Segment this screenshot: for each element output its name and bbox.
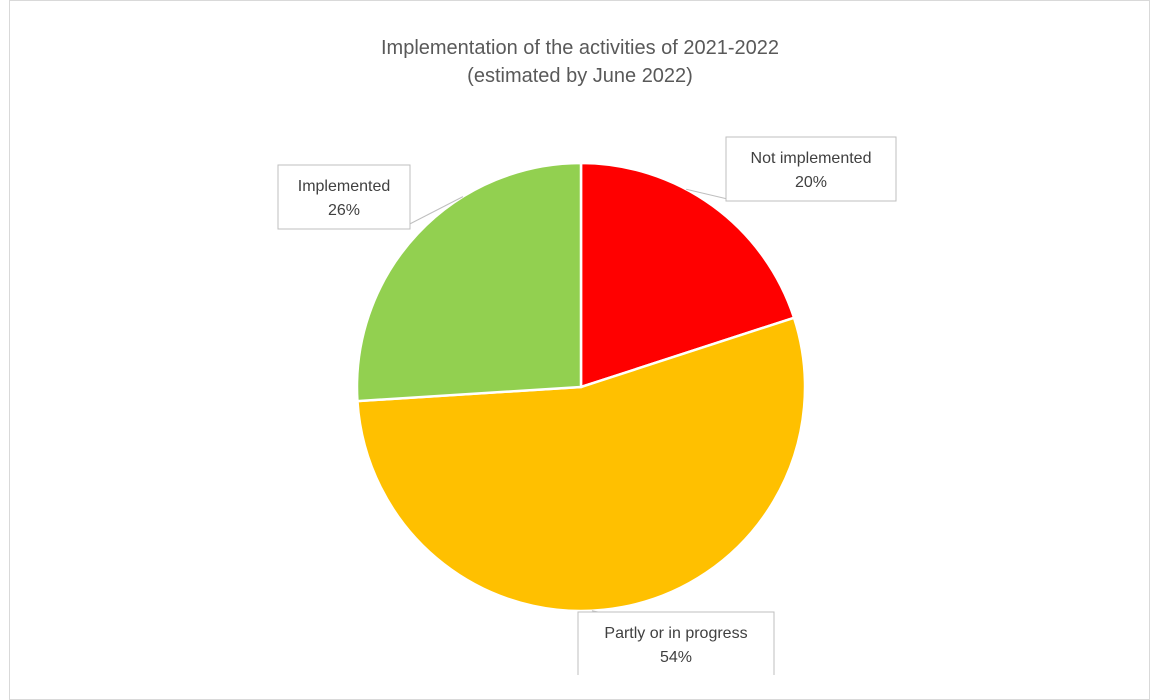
data-label-percent: 20% (795, 174, 827, 191)
data-label-callouts: Not implemented 20% Partly or in progress 5… (277, 136, 897, 675)
pie-chart: Implementation of the activities of 2021… (277, 37, 897, 675)
data-label-category: Partly or in progress (604, 625, 747, 642)
chart-title-line-1: Implementation of the activities of 2021… (381, 37, 779, 59)
data-label-box (277, 164, 411, 230)
pie-slice-partly-or-in-progress (356, 316, 807, 613)
data-label-box (725, 136, 897, 202)
data-label-percent: 26% (328, 202, 360, 219)
data-label-box (577, 611, 775, 675)
data-label-category: Implemented (298, 178, 391, 195)
data-label-category: Not implemented (751, 150, 872, 167)
pie-slice-not-implemented (579, 161, 796, 389)
chart-title-line-2: (estimated by June 2022) (467, 65, 693, 87)
pie-slice-implemented (355, 161, 583, 403)
pie-slices (355, 161, 807, 613)
data-label-percent: 54% (660, 649, 692, 666)
